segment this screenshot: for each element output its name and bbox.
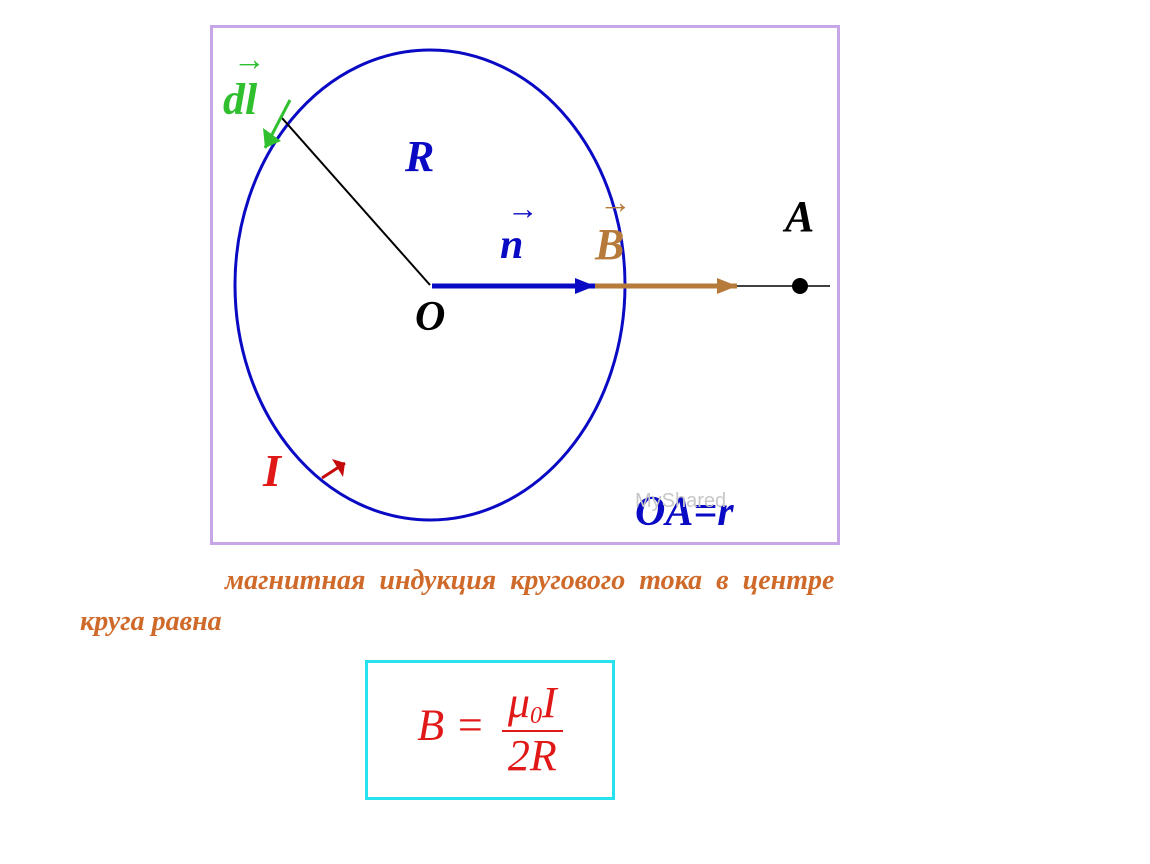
formula-sub0: 0	[530, 703, 542, 730]
label-I: I	[263, 444, 281, 497]
formula-lhs: B	[417, 701, 444, 750]
formula-I: I	[542, 678, 557, 727]
caption-line-1: магнитная индукция кругового тока в цент…	[225, 565, 834, 597]
watermark-text: MyShared	[635, 490, 726, 512]
label-A-text: A	[785, 192, 814, 241]
formula-equals: =	[444, 701, 496, 750]
label-A: A	[785, 191, 814, 242]
formula-numerator: μ0I	[502, 679, 563, 732]
caption-line-2: круга равна	[80, 606, 222, 638]
formula-frame: B = μ0I2R	[365, 660, 615, 800]
label-dl-text: dl	[223, 75, 257, 124]
label-B: → B	[595, 219, 624, 270]
label-n: → n	[500, 221, 523, 269]
label-dl: → dl	[223, 74, 257, 125]
label-O-text: O	[415, 294, 445, 340]
label-B-text: B	[595, 220, 624, 269]
label-R: R	[405, 131, 434, 182]
vector-arrow-icon: →	[233, 42, 266, 79]
watermark: MyShared	[635, 490, 726, 513]
label-R-text: R	[405, 132, 434, 181]
label-I-text: I	[263, 445, 281, 496]
label-n-text: n	[500, 222, 523, 268]
formula-mu: μ	[508, 678, 530, 727]
vector-arrow-icon: →	[599, 185, 632, 222]
formula-fraction: μ0I2R	[502, 679, 563, 780]
formula-denominator: 2R	[502, 732, 563, 780]
canvas: → dl R → n → B A O I OA=r MyShared магни…	[0, 0, 1150, 864]
label-O: O	[415, 293, 445, 341]
vector-arrow-icon: →	[507, 191, 539, 227]
formula: B = μ0I2R	[417, 679, 562, 780]
